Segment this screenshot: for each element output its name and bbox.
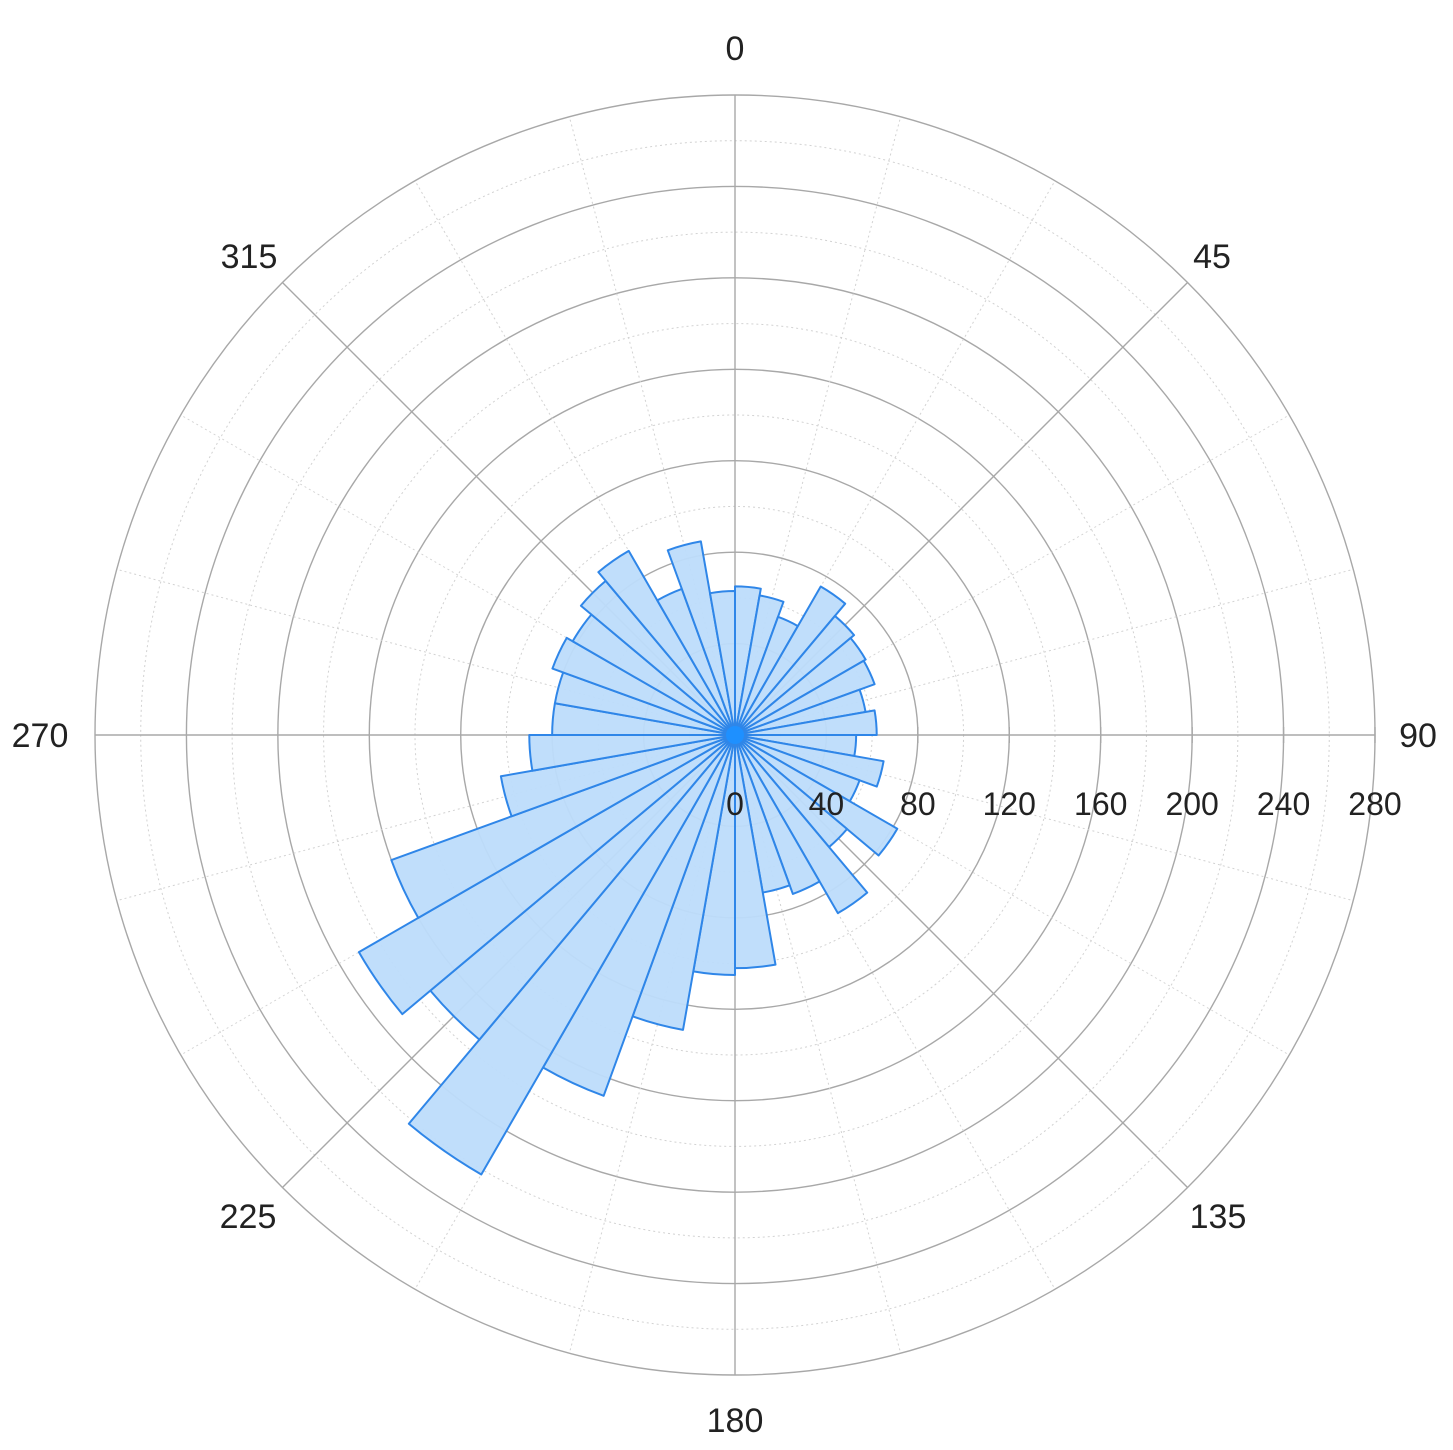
- radial-tick-label: 200: [1165, 786, 1218, 822]
- angular-tick-label: 180: [707, 1402, 764, 1440]
- rose-bar: [734, 734, 899, 857]
- radial-tick-label: 0: [726, 786, 744, 822]
- rose-bar: [734, 637, 867, 736]
- rose-bars: [357, 540, 899, 1176]
- angular-tick-labels: 0 45 90 135 180 225 270 315: [12, 30, 1437, 1440]
- radial-tick-label: 120: [983, 786, 1036, 822]
- radial-tick-label: 40: [809, 786, 845, 822]
- rose-bar: [666, 540, 736, 736]
- angular-tick-label: 225: [220, 1198, 277, 1236]
- radial-tick-label: 280: [1348, 786, 1401, 822]
- rose-bar: [390, 734, 736, 919]
- rose-bar: [357, 734, 736, 1016]
- radial-tick-label: 240: [1257, 786, 1310, 822]
- rose-bar: [499, 734, 736, 818]
- rose-bar: [734, 659, 876, 736]
- angular-tick-label: 135: [1190, 1198, 1247, 1236]
- angular-tick-label: 45: [1193, 238, 1231, 276]
- rose-bar: [734, 734, 869, 915]
- rose-bar: [528, 734, 736, 772]
- radial-tick-label: 160: [1074, 786, 1127, 822]
- rose-bar: [734, 709, 878, 736]
- center-dot: [726, 726, 744, 744]
- rose-bar: [734, 734, 821, 895]
- rose-bar: [597, 549, 736, 736]
- angular-tick-label: 0: [726, 30, 745, 68]
- angular-tick-label: 90: [1399, 717, 1437, 755]
- rose-bar: [551, 636, 736, 736]
- rose-bar: [407, 734, 736, 1176]
- angular-tick-label: 315: [221, 238, 278, 276]
- center-marker: [726, 726, 744, 744]
- radial-tick-label: 80: [900, 786, 936, 822]
- angular-tick-label: 270: [12, 717, 69, 755]
- rose-bar: [734, 614, 856, 736]
- radial-tick-labels: 0 40 80 120 160 200 240 280: [726, 786, 1402, 822]
- rose-bar: [708, 590, 736, 736]
- rose-bar: [734, 585, 847, 736]
